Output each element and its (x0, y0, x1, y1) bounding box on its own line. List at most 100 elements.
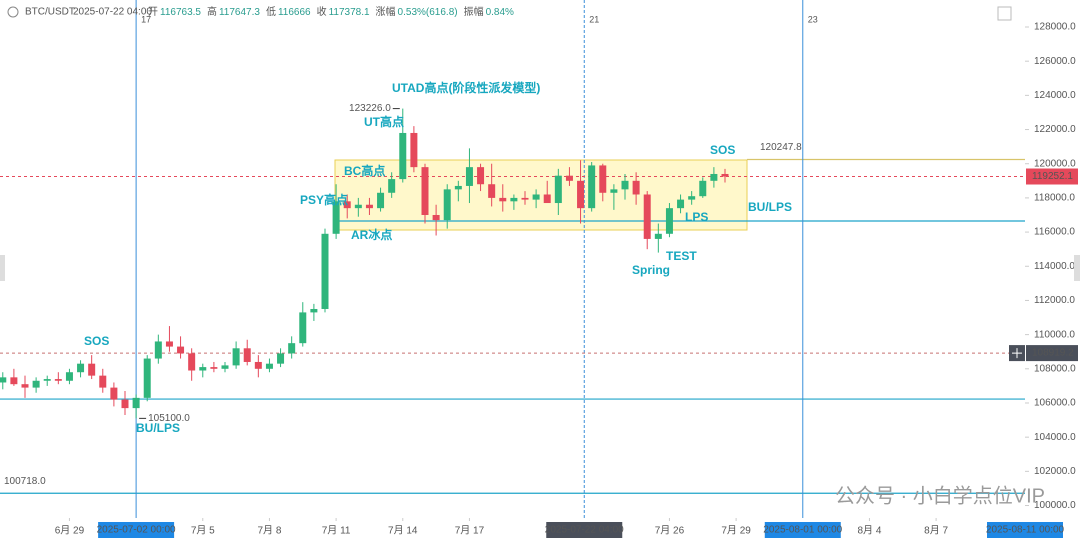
time-tag-label: 2025-08-11 00:00 (986, 525, 1065, 536)
candle-body (621, 180, 629, 190)
candle-body (443, 189, 451, 221)
x-tick-label: 7月 17 (455, 525, 485, 537)
settings-button[interactable] (997, 6, 1012, 21)
candle-body (610, 189, 618, 193)
x-tick-label: 7月 26 (655, 525, 685, 537)
candle-body (432, 214, 440, 221)
candle-body (99, 375, 107, 388)
last-price-tag (1026, 168, 1078, 185)
candle-body (477, 167, 485, 185)
candle-body (388, 179, 396, 193)
candle-body (143, 358, 151, 398)
y-tick-label: 110000.0 (1034, 329, 1075, 340)
candle-body (254, 361, 262, 369)
collapse-icon[interactable] (7, 6, 19, 18)
annotation: PSY高点 (300, 192, 348, 207)
candle-body (677, 199, 685, 209)
header-fields: 开 116763.5 高 117647.3 低 116666 收 117378.1 涨幅 0.53… (148, 5, 514, 18)
marker-label: 21 (589, 14, 599, 24)
field-value: 116666 (278, 7, 311, 18)
candle-body (699, 180, 707, 197)
candle-body (221, 365, 229, 369)
price-scale (1025, 0, 1080, 542)
candle-body (199, 367, 207, 371)
candle-body (354, 204, 362, 209)
level-label: 100718.0 (4, 476, 46, 487)
candle-body (465, 167, 473, 186)
level-label: 120247.8 (760, 142, 802, 153)
time-tag-label: 2025-07-02 00:00 (97, 525, 176, 536)
candle-body (421, 167, 429, 215)
candle-body (510, 197, 518, 202)
candle-body (665, 208, 673, 234)
candle-body (277, 353, 285, 364)
candle-body (599, 165, 607, 193)
candle-body (177, 346, 185, 354)
field-label: 开 (148, 7, 158, 18)
watermark: 公众号 · 小白学点位VIP (835, 484, 1045, 507)
annotation: TEST (666, 249, 697, 263)
annotation: BU/LPS (748, 200, 792, 214)
candle-body (310, 308, 318, 313)
field-value: 0.84% (486, 7, 514, 18)
candle-body (365, 204, 373, 209)
y-tick-label: 102000.0 (1034, 466, 1076, 477)
candle-body (577, 180, 585, 209)
side-handle[interactable] (1074, 255, 1080, 281)
last-price-label: 119252.1 (1032, 171, 1073, 182)
candle-body (521, 197, 529, 200)
candle-body (721, 173, 729, 177)
cursor-price-label: 108919.2 (1032, 348, 1074, 359)
candle-body (288, 343, 296, 354)
y-tick-label: 106000.0 (1034, 398, 1076, 409)
candle-body (643, 194, 651, 239)
candle-body (399, 132, 407, 180)
annotation: UT高点 (364, 114, 404, 129)
candle-body (21, 384, 29, 388)
y-tick-label: 120000.0 (1034, 158, 1076, 169)
field-value: 116763.5 (160, 7, 201, 18)
y-tick-label: 126000.0 (1034, 56, 1076, 67)
candle-body (710, 173, 718, 181)
x-tick-label: 7月 29 (721, 525, 751, 537)
candle-body (565, 175, 573, 181)
candle-body (299, 312, 307, 344)
y-tick-label: 112000.0 (1034, 295, 1075, 306)
candle-body (43, 379, 51, 381)
candle-body (454, 185, 462, 190)
annotation: AR冰点 (351, 227, 392, 242)
field-value: 0.53%(616.8) (398, 7, 458, 18)
x-tick-label: 7月 5 (191, 525, 215, 537)
field-label: 涨幅 (376, 5, 396, 18)
side-handle[interactable] (0, 255, 5, 281)
candle-body (232, 348, 240, 366)
time-tag-label: 2025-08-01 00:00 (763, 525, 842, 536)
candle-body (488, 184, 496, 198)
y-tick-label: 114000.0 (1034, 261, 1075, 272)
x-tick-label: 8月 4 (857, 525, 881, 537)
field-value: 117378.1 (329, 7, 370, 18)
y-tick-label: 118000.0 (1034, 193, 1075, 204)
candle-body (343, 201, 351, 209)
x-tick-label: 8月 7 (924, 525, 948, 537)
candle-body (332, 201, 340, 234)
candle-body (243, 348, 251, 362)
y-tick-label: 100000.0 (1034, 500, 1076, 511)
x-axis (0, 518, 1080, 542)
time-tag (98, 522, 175, 538)
candle-body (265, 363, 273, 369)
y-tick-label: 122000.0 (1034, 124, 1076, 135)
annotation: UTAD高点(阶段性派发模型) (392, 80, 540, 95)
candle-body (132, 397, 140, 409)
time-tag (546, 522, 623, 538)
candle-body (188, 353, 196, 371)
candle-body (554, 175, 562, 204)
candle-body (210, 367, 218, 369)
candle-body (688, 196, 696, 200)
cursor-price-tag (1026, 345, 1078, 362)
y-tick-label: 128000.0 (1034, 22, 1076, 33)
time-tag-label: 2025-07-22 04:00 (545, 525, 624, 536)
marker-label: 23 (808, 14, 818, 24)
candle-body (77, 363, 85, 373)
